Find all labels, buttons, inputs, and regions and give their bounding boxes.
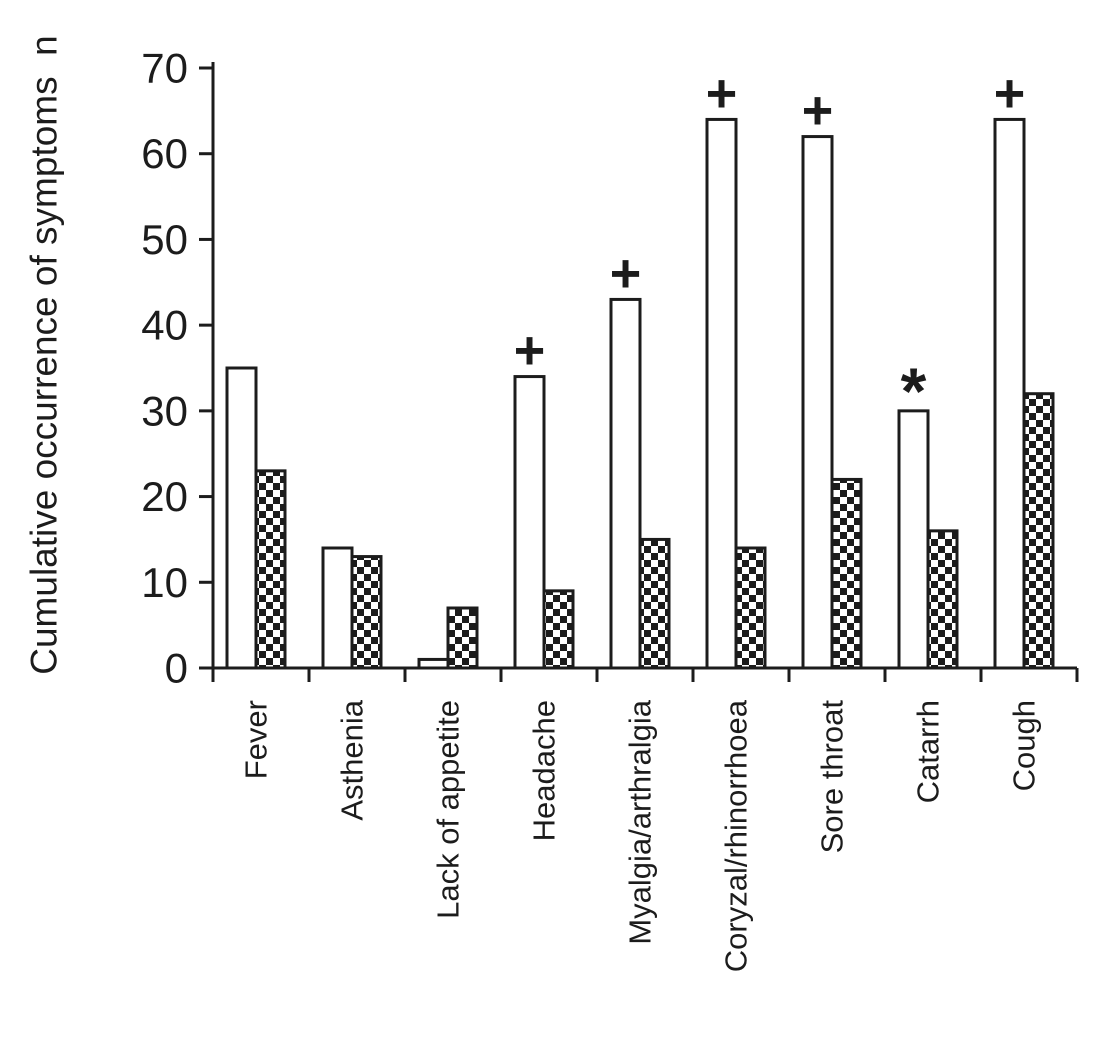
y-tick-label: 70 — [141, 45, 188, 92]
bar-checkered-2 — [350, 555, 383, 670]
y-tick-label: 0 — [165, 645, 188, 692]
y-tick-label: 30 — [141, 387, 188, 434]
bar-checkered-8 — [926, 529, 959, 670]
bar-open-2 — [321, 546, 354, 670]
x-category-label: Catarrh — [911, 700, 946, 803]
bar-checkered-4 — [542, 589, 575, 670]
bar-checkered-1 — [254, 469, 287, 670]
x-category-label: Cough — [1007, 700, 1042, 791]
bar-open-5 — [609, 297, 642, 670]
bar-open-9 — [993, 117, 1026, 670]
y-tick-label: 50 — [141, 216, 188, 263]
x-category-label: Asthenia — [335, 699, 370, 820]
bar-open-1 — [225, 366, 258, 670]
y-tick-label: 20 — [141, 473, 188, 520]
bar-checkered-6 — [734, 546, 767, 670]
significance-marker: + — [610, 243, 642, 303]
bar-checkered-9 — [1022, 392, 1055, 670]
x-category-label: Sore throat — [815, 700, 850, 854]
significance-marker: + — [514, 321, 546, 381]
x-category-label: Coryzal/rhinorrhoea — [719, 699, 754, 972]
bar-open-3 — [417, 657, 450, 670]
y-tick-label: 10 — [141, 559, 188, 606]
y-axis-title: Cumulative occurrence of symptoms n — [24, 35, 65, 675]
significance-marker: + — [706, 63, 738, 123]
bar-checkered-3 — [446, 606, 479, 670]
y-tick-label: 60 — [141, 130, 188, 177]
y-tick-label: 40 — [141, 302, 188, 349]
significance-marker: + — [802, 81, 834, 141]
bar-checkered-5 — [638, 537, 671, 670]
significance-marker: + — [994, 63, 1026, 123]
x-category-label: Headache — [527, 700, 562, 841]
significance-marker: * — [901, 354, 927, 428]
bar-open-4 — [513, 375, 546, 670]
x-category-label: Fever — [239, 700, 274, 779]
x-category-label: Lack of appetite — [431, 700, 466, 919]
x-category-label: Myalgia/arthralgia — [623, 699, 658, 944]
bar-open-7 — [801, 135, 834, 670]
bar-open-8 — [897, 409, 930, 670]
bar-checkered-7 — [830, 477, 863, 670]
bar-open-6 — [705, 117, 738, 670]
